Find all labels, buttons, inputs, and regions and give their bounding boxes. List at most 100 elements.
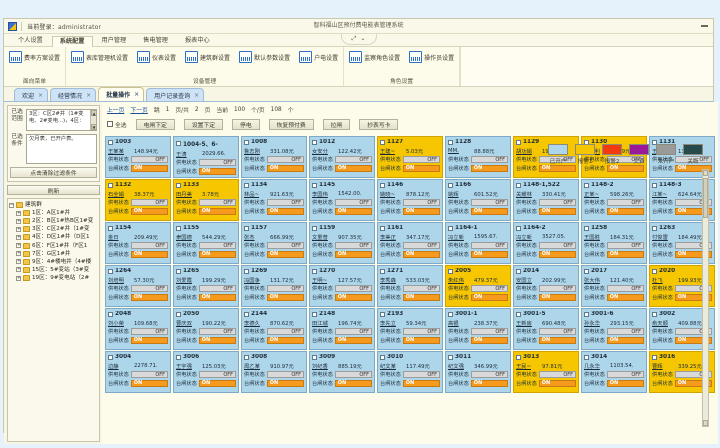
meter-card-checkbox[interactable] [108, 354, 113, 360]
meter-card-power-state[interactable]: OFF [266, 156, 304, 163]
ribbon-button-default-params[interactable]: 默认参数设置 [237, 49, 292, 63]
meter-card-valve-state[interactable]: ON [402, 207, 440, 215]
meter-card-power-state[interactable]: OFF [606, 285, 644, 292]
meter-card-customer-name[interactable]: 李国伟 [312, 191, 328, 198]
meter-card-valve-state[interactable]: ON [538, 336, 576, 344]
expand-collapse-icon[interactable]: + [16, 218, 21, 224]
meter-card-valve-state[interactable]: ON [334, 164, 372, 172]
meter-card-checkbox[interactable] [244, 311, 249, 317]
meter-card-valve-state[interactable]: ON [198, 379, 236, 387]
meter-card-checkbox[interactable] [244, 268, 249, 274]
meter-card-valve-state[interactable]: ON [130, 207, 168, 215]
meter-card-power-state[interactable]: OFF [538, 285, 576, 292]
tree-node-zone-3[interactable]: + 3区：C区2#井（1#变 [9, 225, 98, 233]
meter-card-customer-name[interactable]: 田丹美 [176, 191, 192, 198]
meter-card-customer-name[interactable]: 刘小荣 [108, 320, 124, 327]
ribbon-button-operator[interactable]: 操作员设置 [407, 49, 456, 63]
expand-collapse-icon[interactable]: − [9, 202, 14, 208]
meter-card-checkbox[interactable] [448, 139, 453, 145]
meter-card-valve-state[interactable]: ON [402, 250, 440, 258]
meter-card-power-state[interactable]: OFF [130, 199, 168, 206]
meter-card[interactable]: 1164-1 冯立新 1595.67. 供电状态 OFF 台闸状态 ON [445, 222, 511, 264]
meter-card-valve-state[interactable]: ON [266, 293, 304, 301]
meter-card[interactable]: 3008 周乙某 910.97元 供电状态 OFF 台闸状态 ON [241, 351, 307, 393]
meter-card-checkbox[interactable] [244, 354, 249, 360]
meter-card-checkbox[interactable] [516, 354, 521, 360]
meter-card-valve-state[interactable]: ON [402, 164, 440, 172]
meter-card-power-state[interactable]: OFF [538, 328, 576, 335]
meter-card-checkbox[interactable] [652, 182, 657, 188]
next-page-link[interactable]: 下一页 [130, 108, 148, 114]
meter-card-power-state[interactable]: OFF [198, 328, 236, 335]
meter-card-checkbox[interactable] [380, 311, 385, 317]
meter-card-checkbox[interactable] [448, 225, 453, 231]
meter-card-valve-state[interactable]: ON [538, 207, 576, 215]
meter-card-checkbox[interactable] [448, 354, 453, 360]
meter-card-power-state[interactable]: OFF [130, 242, 168, 249]
meter-card-valve-state[interactable]: ON [130, 336, 168, 344]
meter-card-checkbox[interactable] [516, 182, 521, 188]
meter-card[interactable]: 1133 田丹美 3.78元 供电状态 OFF 台闸状态 ON [173, 179, 239, 221]
meter-card-checkbox[interactable] [652, 311, 657, 317]
meter-card-customer-name[interactable]: 胡功娟 [516, 148, 532, 155]
meter-card-valve-state[interactable]: ON [470, 336, 508, 344]
meter-card-checkbox[interactable] [584, 268, 589, 274]
meter-card-customer-name[interactable]: 冯立新 [516, 234, 532, 241]
meter-card-power-state[interactable]: OFF [198, 242, 236, 249]
action-button-restore-prepaid[interactable]: 恢复预付费 [268, 118, 314, 130]
selected-condition-input[interactable]: 欠月表，已开户表。 [26, 134, 97, 164]
meter-card-valve-state[interactable]: ON [606, 250, 644, 258]
meter-card-checkbox[interactable] [176, 225, 181, 231]
action-button-power-off[interactable]: 停电 [232, 118, 260, 130]
meter-card-power-state[interactable]: OFF [470, 156, 508, 163]
ribbon-button-rate-scheme[interactable]: 费率方案设置 [7, 49, 62, 63]
action-button-read-write-card[interactable]: 抄表写卡 [359, 118, 399, 130]
expand-collapse-icon[interactable]: + [16, 226, 21, 232]
close-icon[interactable]: × [38, 91, 44, 99]
meter-card-power-state[interactable]: OFF [674, 156, 712, 163]
meter-card-customer-name[interactable]: 周乙某 [244, 363, 260, 370]
meter-card[interactable]: 2005 朱红伟 479.37元 供电状态 OFF 台闸状态 ON [445, 265, 511, 307]
meter-card-customer-name[interactable]: 正某~ [584, 191, 600, 198]
meter-card-checkbox[interactable] [108, 268, 113, 274]
resize-icon[interactable]: ⤢ [351, 35, 357, 42]
meter-card-checkbox[interactable] [584, 311, 589, 317]
meter-card[interactable]: 2050 曹庆双 190.22元 供电状态 OFF 台闸状态 ON [173, 308, 239, 350]
scroll-up-icon[interactable] [703, 170, 708, 176]
meter-card-customer-name[interactable]: 付俊雷 [652, 234, 668, 241]
meter-card-customer-name[interactable]: 冯立新 [448, 234, 464, 241]
select-all-checkbox[interactable] [107, 121, 113, 127]
meter-card-power-state[interactable]: OFF [198, 285, 236, 292]
meter-card[interactable]: 1265 刘爱霞 199.29元 供电状态 OFF 台闸状态 ON [173, 265, 239, 307]
meter-card-customer-name[interactable]: 高银 [448, 320, 459, 327]
expand-collapse-icon[interactable]: + [16, 243, 21, 249]
meter-card-valve-state[interactable]: ON [334, 207, 372, 215]
meter-card-checkbox[interactable] [516, 225, 521, 231]
meter-card[interactable]: 1146 姚晓~ 878.12元 供电状态 OFF 台闸状态 ON [377, 179, 443, 221]
prev-page-link[interactable]: 上一页 [107, 108, 125, 114]
meter-card-checkbox[interactable] [312, 225, 317, 231]
meter-card[interactable]: 3014 几永华 1103.54. 供电状态 OFF 台闸状态 ON [581, 351, 647, 393]
meter-card-power-state[interactable]: OFF [266, 328, 304, 335]
meter-card-power-state[interactable]: OFF [334, 328, 372, 335]
meter-card-checkbox[interactable] [380, 139, 385, 145]
meter-card-power-state[interactable]: OFF [334, 371, 372, 378]
meter-card-checkbox[interactable] [516, 311, 521, 317]
meter-card[interactable]: 2014 安国立 202.99元 供电状态 OFF 台闸状态 ON [513, 265, 579, 307]
close-icon[interactable]: × [86, 91, 92, 99]
meter-card-valve-state[interactable]: ON [470, 379, 508, 387]
meter-card-customer-name[interactable]: MM. [448, 147, 459, 154]
meter-card-checkbox[interactable] [176, 141, 181, 146]
meter-card-customer-name[interactable]: 俞天顺 [652, 320, 668, 327]
meter-card[interactable]: 1157 张杰 666.99元 供电状态 OFF 台闸状态 ON [241, 222, 307, 264]
meter-card[interactable]: 1128 MM. 88.88元 供电状态 OFF 台闸状态 ON [445, 136, 511, 178]
meter-card-checkbox[interactable] [312, 139, 317, 145]
action-button-switch-download[interactable]: 电闸下定 [135, 118, 175, 130]
meter-card[interactable]: 1258 王国胜 184.31元 供电状态 OFF 台闸状态 ON [581, 222, 647, 264]
grid-vertical-scrollbar[interactable] [702, 169, 709, 427]
expand-collapse-icon[interactable]: + [16, 267, 21, 273]
meter-card[interactable]: 2144 李德久 870.62元 供电状态 OFF 台闸状态 ON [241, 308, 307, 350]
meter-card-power-state[interactable]: OFF [470, 242, 508, 249]
doc-tab-welcome[interactable]: 欢迎 × [14, 88, 49, 101]
meter-card-customer-name[interactable]: 田江城 [312, 320, 328, 327]
